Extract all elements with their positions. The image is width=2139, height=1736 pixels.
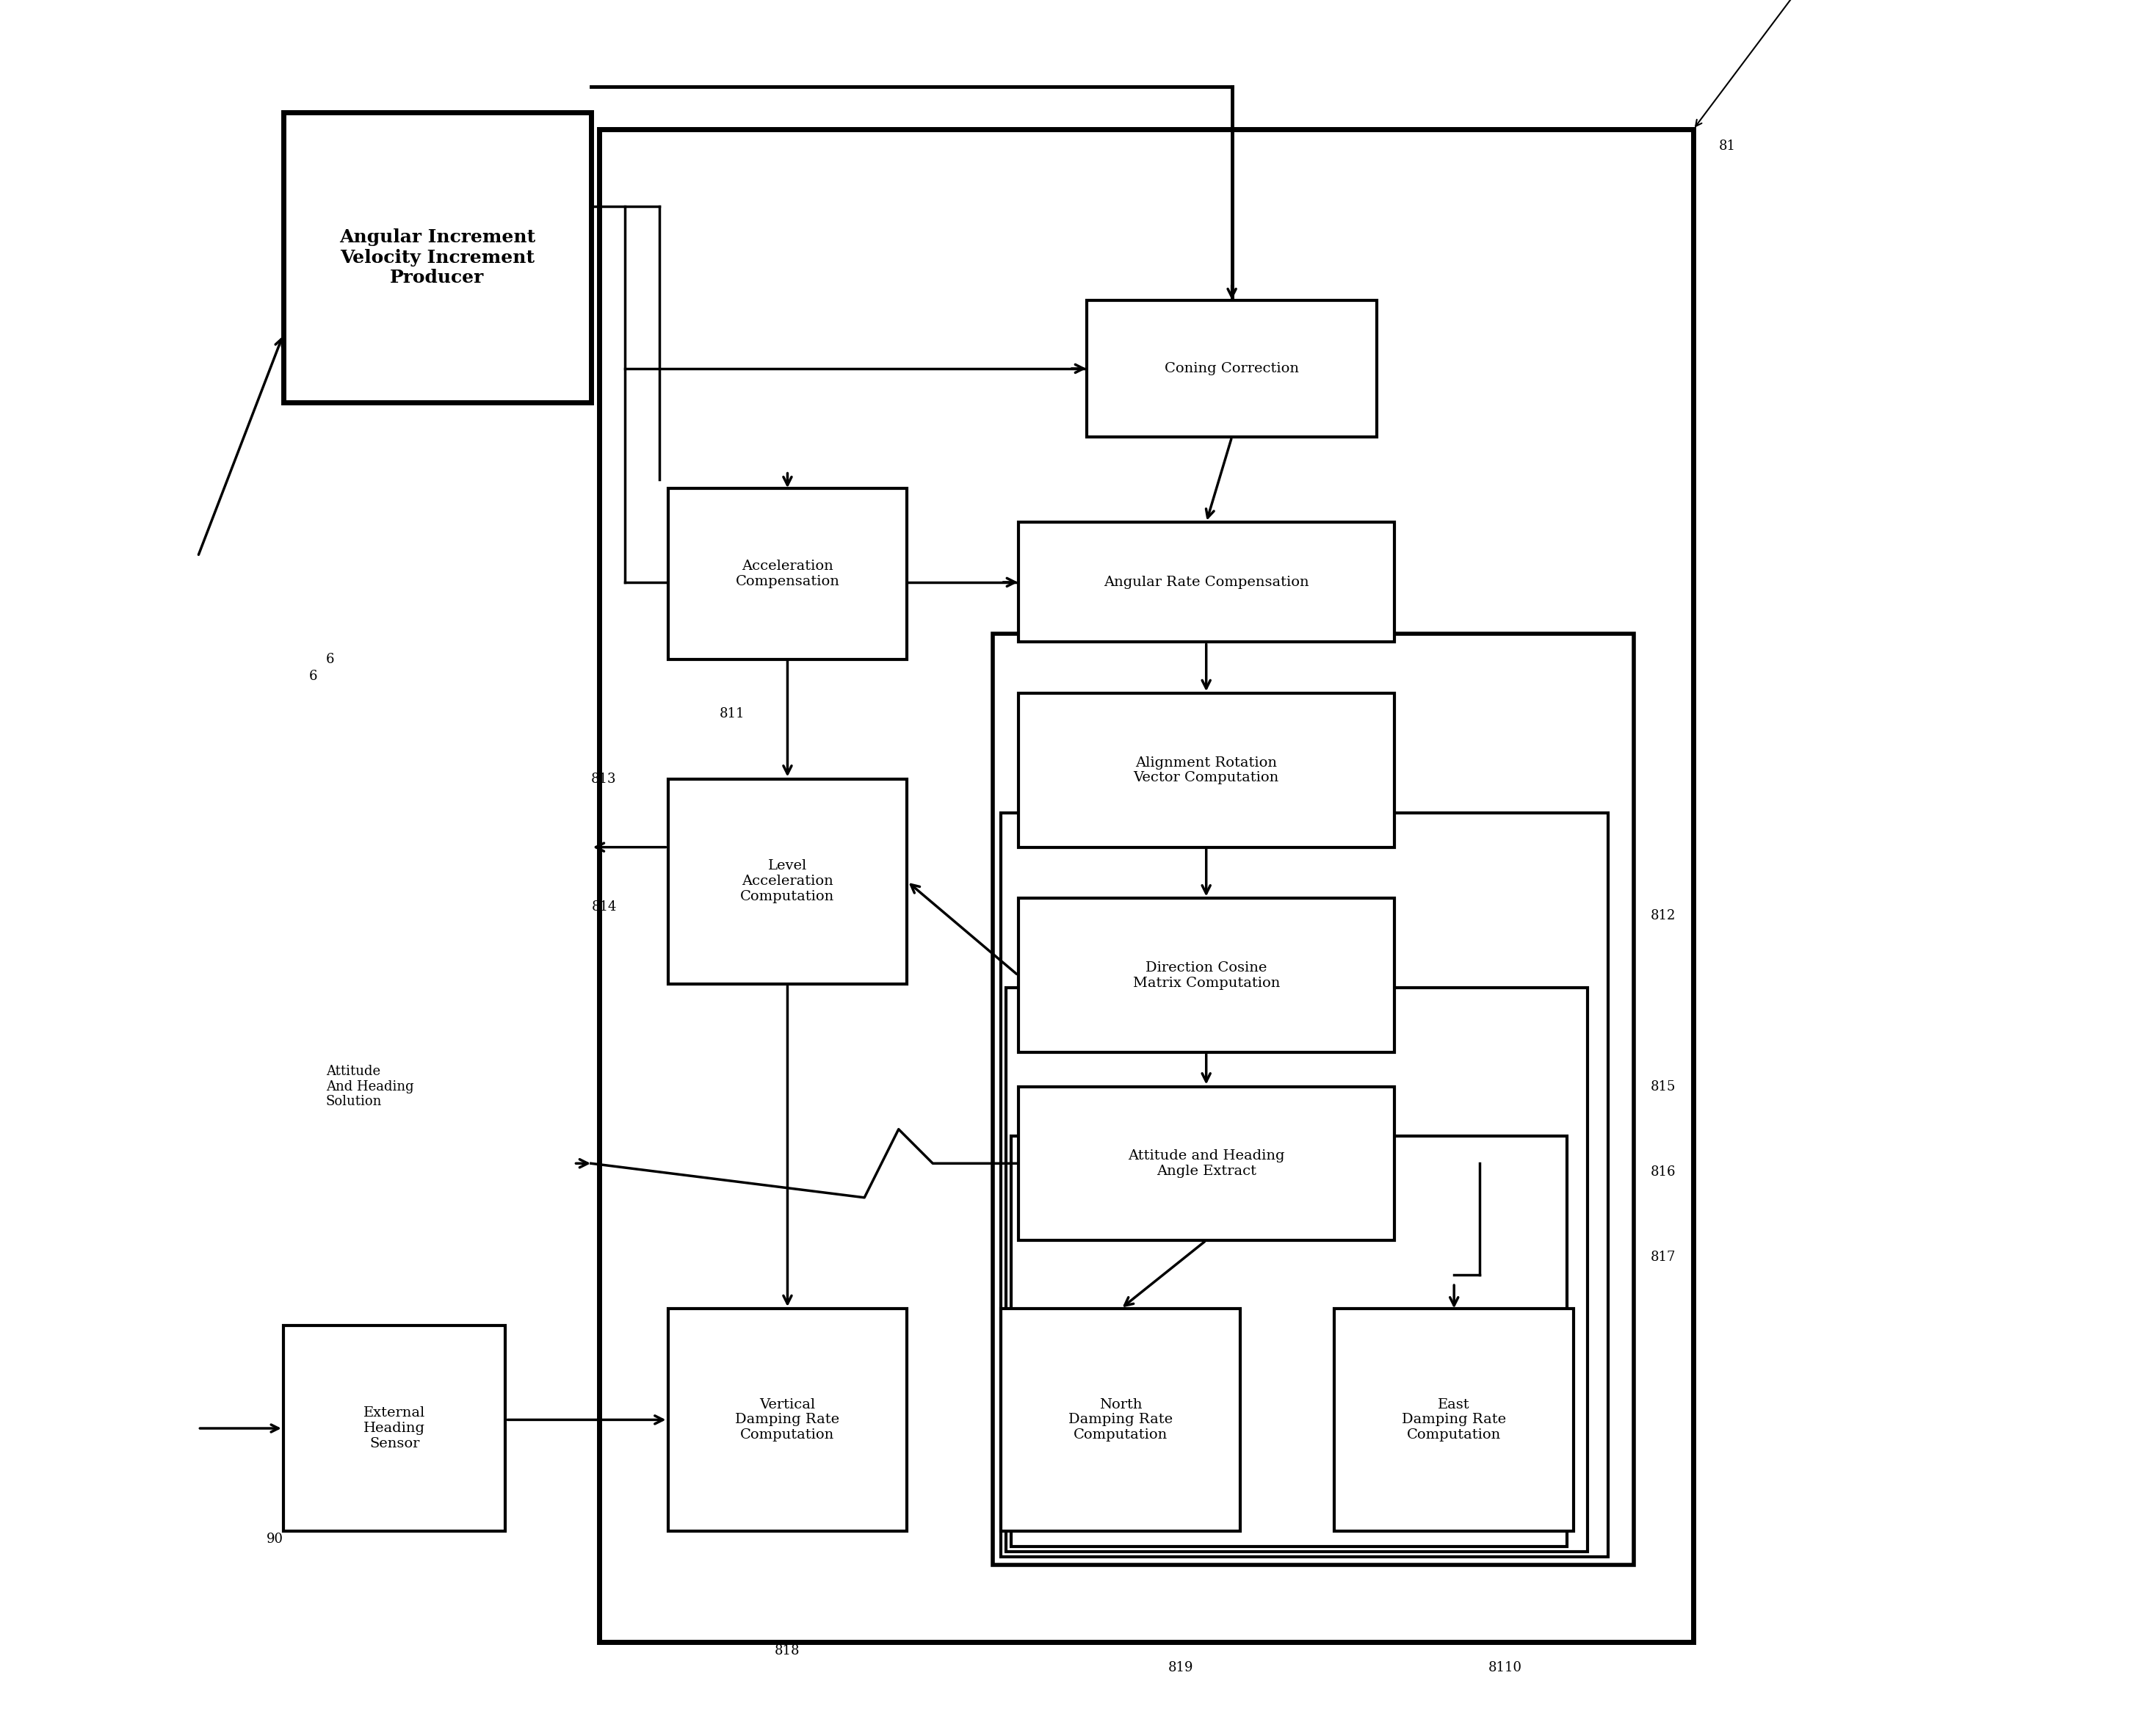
FancyBboxPatch shape bbox=[1018, 693, 1395, 847]
Text: 6: 6 bbox=[325, 653, 334, 667]
Text: 811: 811 bbox=[719, 707, 744, 720]
Text: 6: 6 bbox=[308, 670, 317, 682]
Text: Attitude and Heading
Angle Extract: Attitude and Heading Angle Extract bbox=[1127, 1149, 1286, 1177]
Text: 816: 816 bbox=[1651, 1165, 1677, 1179]
Text: External
Heading
Sensor: External Heading Sensor bbox=[364, 1406, 426, 1450]
Text: Attitude
And Heading
Solution: Attitude And Heading Solution bbox=[325, 1064, 413, 1108]
Text: 812: 812 bbox=[1651, 910, 1675, 922]
FancyBboxPatch shape bbox=[1018, 899, 1395, 1052]
Text: Direction Cosine
Matrix Computation: Direction Cosine Matrix Computation bbox=[1134, 962, 1279, 990]
Text: 814: 814 bbox=[590, 901, 616, 913]
FancyBboxPatch shape bbox=[667, 488, 907, 660]
FancyBboxPatch shape bbox=[1018, 1087, 1395, 1240]
Text: 817: 817 bbox=[1651, 1252, 1675, 1264]
Text: East
Damping Rate
Computation: East Damping Rate Computation bbox=[1401, 1397, 1506, 1441]
FancyBboxPatch shape bbox=[1001, 1309, 1241, 1531]
Text: 81: 81 bbox=[1720, 141, 1737, 153]
Text: North
Damping Rate
Computation: North Damping Rate Computation bbox=[1070, 1397, 1172, 1441]
Text: Coning Correction: Coning Correction bbox=[1164, 363, 1298, 375]
Text: 8110: 8110 bbox=[1489, 1661, 1523, 1674]
Text: Angular Increment
Velocity Increment
Producer: Angular Increment Velocity Increment Pro… bbox=[340, 227, 535, 286]
FancyBboxPatch shape bbox=[282, 1326, 505, 1531]
Text: Angular Rate Compensation: Angular Rate Compensation bbox=[1104, 576, 1309, 589]
Text: Level
Acceleration
Computation: Level Acceleration Computation bbox=[740, 859, 834, 903]
Text: 815: 815 bbox=[1651, 1080, 1675, 1094]
Text: Alignment Rotation
Vector Computation: Alignment Rotation Vector Computation bbox=[1134, 755, 1279, 785]
FancyBboxPatch shape bbox=[667, 779, 907, 984]
FancyBboxPatch shape bbox=[1018, 523, 1395, 642]
FancyBboxPatch shape bbox=[667, 1309, 907, 1531]
Text: 818: 818 bbox=[774, 1644, 800, 1658]
Text: 90: 90 bbox=[267, 1533, 282, 1547]
Text: 813: 813 bbox=[590, 773, 616, 785]
FancyBboxPatch shape bbox=[1335, 1309, 1574, 1531]
FancyBboxPatch shape bbox=[282, 113, 590, 403]
Text: Acceleration
Compensation: Acceleration Compensation bbox=[736, 559, 841, 589]
Text: Vertical
Damping Rate
Computation: Vertical Damping Rate Computation bbox=[736, 1397, 841, 1441]
FancyBboxPatch shape bbox=[1087, 300, 1378, 437]
Text: 819: 819 bbox=[1168, 1661, 1194, 1674]
